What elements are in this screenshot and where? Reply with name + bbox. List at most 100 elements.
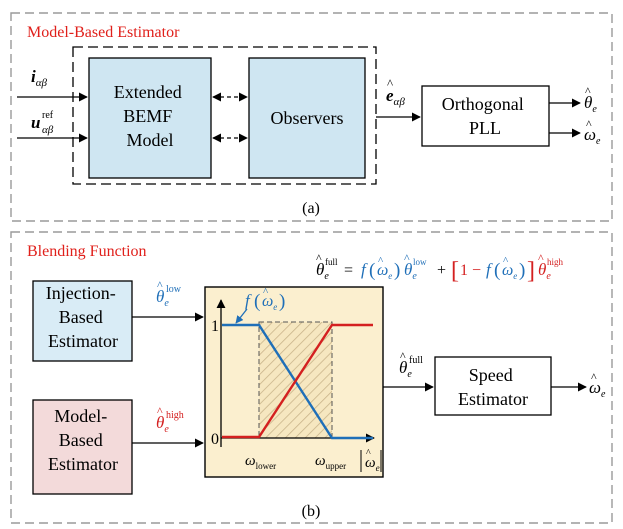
bemf-line-1: Extended	[114, 82, 182, 102]
bemf-model-label: Extended BEMF Model	[114, 82, 186, 150]
speed-estimator-block	[434, 356, 552, 416]
observers-label: Observers	[271, 108, 344, 128]
theta-output-base: θ	[584, 93, 592, 112]
high-weight-curve	[222, 323, 373, 439]
panel-b-title: Blending Function	[27, 243, 147, 260]
omega-final-hat: ^	[591, 370, 597, 384]
tick-zero: 0	[211, 431, 219, 448]
eq-omega-base: ω	[377, 262, 388, 279]
eq-bracket-close: ]	[527, 258, 535, 284]
estimator-inner-frame	[72, 46, 377, 185]
panel-a: Model-Based Estimator Extended BEMF Mode…	[10, 12, 613, 222]
pll-block	[421, 85, 550, 147]
eq-omega-sub: e	[388, 271, 392, 281]
theta-low-sub: e	[164, 298, 169, 309]
f-label-arg-sub: e	[273, 302, 277, 312]
injection-estimator-label: Injection- Based Estimator	[46, 283, 120, 351]
eq-lhs-hat: ^	[316, 251, 322, 265]
speed-line-2: Estimator	[458, 389, 528, 409]
f-label-arg-hat: ^	[263, 286, 269, 298]
eq-theta-high-sub: e	[546, 271, 551, 282]
panel-a-title: Model-Based Estimator	[27, 24, 180, 41]
theta-output-hat: ^	[585, 84, 591, 98]
omega-output-hat: ^	[586, 117, 592, 131]
bemf-line-3: Model	[127, 130, 174, 150]
eq-f-term-2: f	[486, 260, 493, 279]
eq-bracket-open: [	[451, 258, 459, 284]
omega-lower-sub: lower	[256, 461, 277, 471]
theta-full-hat: ^	[400, 349, 406, 363]
speed-line-1: Speed	[469, 365, 513, 385]
bemf-signal-label: eαβ	[386, 86, 405, 108]
injection-line-3: Estimator	[48, 331, 118, 351]
theta-high-hat: ^	[157, 404, 163, 418]
eq-omega-2-base: ω	[502, 262, 513, 279]
eq-theta-low-sup: low	[413, 257, 427, 267]
pll-label: Orthogonal PLL	[442, 94, 528, 138]
eq-lhs-sub: e	[324, 271, 329, 282]
injection-line-2: Based	[59, 307, 103, 327]
model-estimator-block	[32, 399, 133, 495]
voltage-input-sub: αβ	[42, 124, 54, 136]
f-label-arg-base: ω	[262, 293, 273, 310]
eq-theta-low: θe	[404, 260, 417, 282]
model-line-3: Estimator	[48, 454, 118, 474]
omega-final-label: ωe	[589, 378, 606, 400]
theta-high-sub: e	[164, 424, 169, 435]
model-line-2: Based	[59, 430, 103, 450]
speed-estimator-label: Speed Estimator	[458, 365, 528, 409]
theta-output-sub: e	[592, 104, 597, 115]
omega-lower-label: ωlower	[245, 453, 276, 471]
eq-lhs-base: θ	[316, 260, 324, 279]
eq-omega: ωe	[377, 262, 392, 281]
theta-low-base: θ	[156, 287, 164, 306]
eq-theta-high-hat: ^	[538, 251, 544, 265]
panel-b: Blending Function θe ^ full = f ( ωe ^ )…	[10, 231, 613, 524]
bemf-signal-base: e	[386, 86, 394, 105]
injection-estimator-block	[32, 280, 133, 362]
eq-omega-hat: ^	[378, 255, 384, 267]
omega-final-sub: e	[601, 389, 606, 400]
omega-lower-base: ω	[245, 453, 256, 469]
eq-equals: =	[344, 262, 353, 279]
theta-high-base: θ	[156, 413, 164, 432]
current-input-label: iαβ	[31, 67, 48, 89]
eq-paren-open: (	[369, 260, 375, 281]
tick-one: 1	[211, 318, 219, 335]
panel-a-caption: (a)	[302, 200, 320, 217]
eq-f-term: f	[361, 260, 368, 279]
bemf-line-2: BEMF	[123, 106, 172, 126]
eq-theta-high: θe	[538, 260, 551, 282]
blend-equation: θe ^ full = f ( ωe ^ ) θe ^ low + [ 1 − …	[316, 251, 564, 284]
voltage-input-label: u	[31, 113, 40, 132]
omega-output-sub: e	[596, 136, 601, 147]
blend-function-plot: 1 0 f ( ωe ^ ) ωlower ωupper ωe	[204, 286, 384, 478]
f-label-paren-close: )	[279, 291, 285, 312]
omega-upper-label: ωupper	[315, 453, 346, 471]
eq-theta-high-sup: high	[547, 257, 564, 267]
eq-paren-open-2: (	[494, 260, 500, 281]
f-label: f	[245, 291, 252, 310]
omega-upper-base: ω	[315, 453, 326, 469]
omega-output-label: ωe	[584, 125, 601, 147]
theta-low-sup: low	[166, 284, 182, 295]
axis-omega-label: ωe	[365, 455, 380, 473]
f-label-arg: ωe	[262, 293, 277, 312]
eq-omega-2-hat: ^	[503, 255, 509, 267]
omega-upper-sub: upper	[326, 461, 347, 471]
eq-theta-low-hat: ^	[404, 251, 410, 265]
omega-output-base: ω	[584, 125, 596, 144]
current-input-sub: αβ	[36, 77, 48, 89]
eq-lhs-sup: full	[325, 257, 338, 267]
bemf-model-block	[88, 57, 212, 179]
f-label-pointer	[235, 308, 248, 324]
panel-b-frame	[10, 231, 613, 524]
theta-output-label: θe	[584, 93, 597, 115]
theta-high-sup: high	[166, 410, 184, 421]
eq-one-minus: 1 −	[460, 262, 481, 279]
eq-omega-2: ωe	[502, 262, 517, 281]
model-line-1: Model-	[54, 406, 107, 426]
axis-omega-hat: ^	[366, 448, 371, 459]
eq-paren-close-2: )	[519, 260, 525, 281]
eq-theta-low-base: θ	[404, 260, 412, 279]
